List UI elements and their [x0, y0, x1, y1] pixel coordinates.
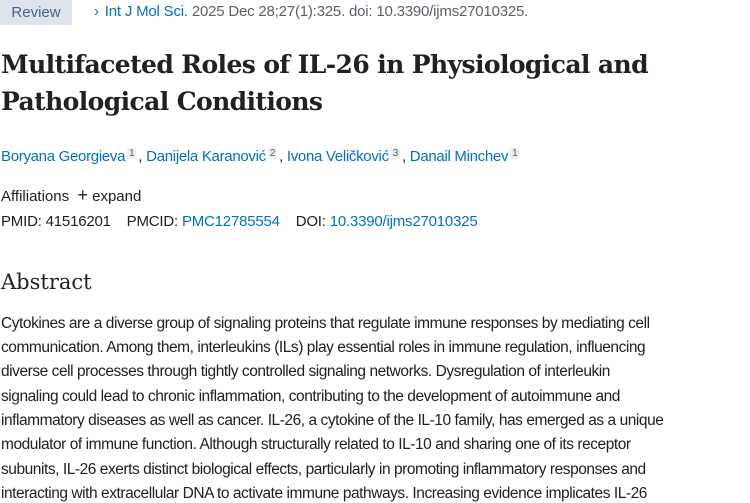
citation: › Int J Mol Sci. 2025 Dec 28;27(1):325. d… — [94, 3, 528, 20]
author-link[interactable]: Danail Minchev — [409, 148, 509, 165]
article-type-badge: Review — [0, 0, 72, 25]
author-link[interactable]: Danijela Karanović — [146, 148, 266, 165]
pmid-value: 41516201 — [45, 213, 111, 230]
affiliation-ref[interactable]: 3 — [390, 148, 401, 159]
affiliation-ref[interactable]: 1 — [510, 148, 520, 159]
journal-link[interactable]: Int J Mol Sci. — [104, 3, 188, 20]
page-title: Multifaceted Roles of IL-26 in Physiolog… — [1, 50, 649, 79]
plus-icon: + — [77, 185, 88, 205]
author-link[interactable]: Ivona Veličković — [286, 148, 389, 165]
abstract-heading: Abstract — [1, 270, 92, 294]
doi-label: DOI: — [295, 213, 326, 230]
identifiers: PMID: 41516201 PMCID: PMC12785554 DOI: 1… — [1, 213, 478, 230]
pmid-label: PMID: — [1, 213, 42, 230]
doi-link[interactable]: 10.3390/ijms27010325 — [329, 213, 478, 230]
expand-affiliations-button[interactable]: + expand — [77, 185, 142, 205]
affiliations-row: Affiliations + expand — [1, 185, 141, 206]
expand-label: expand — [92, 188, 142, 205]
abstract-line: diverse cell processes through tightly c… — [1, 363, 610, 380]
abstract-line: communication. Among them, interleukins … — [1, 339, 646, 356]
abstract-line: inflammatory diseases as well as cancer.… — [1, 412, 664, 429]
abstract-line: interacting with extracellular DNA to ac… — [1, 485, 647, 502]
chevron-right-icon[interactable]: › — [94, 3, 99, 20]
affiliation-ref[interactable]: 1 — [127, 148, 137, 159]
author-list: Boryana Georgieva 1, Danijela Karanović 2,… — [1, 148, 520, 165]
citation-details: 2025 Dec 28;27(1):325. doi: 10.3390/ijms… — [191, 3, 529, 20]
abstract-line: Cytokines are a diverse group of signali… — [1, 315, 650, 332]
author-link[interactable]: Boryana Georgieva — [1, 148, 126, 165]
affiliations-label: Affiliations — [1, 188, 70, 205]
page-title-line-2: Pathological Conditions — [1, 87, 323, 116]
affiliation-ref[interactable]: 2 — [267, 148, 278, 159]
abstract-line: modulator of immune function. Although s… — [1, 436, 631, 453]
pmcid-link[interactable]: PMC12785554 — [181, 213, 280, 230]
pmcid-label: PMCID: — [126, 213, 179, 230]
abstract-line: signaling could lead to chronic inflamma… — [1, 388, 620, 405]
abstract-line: subunits, IL-26 exerts distinct biologic… — [1, 461, 646, 478]
